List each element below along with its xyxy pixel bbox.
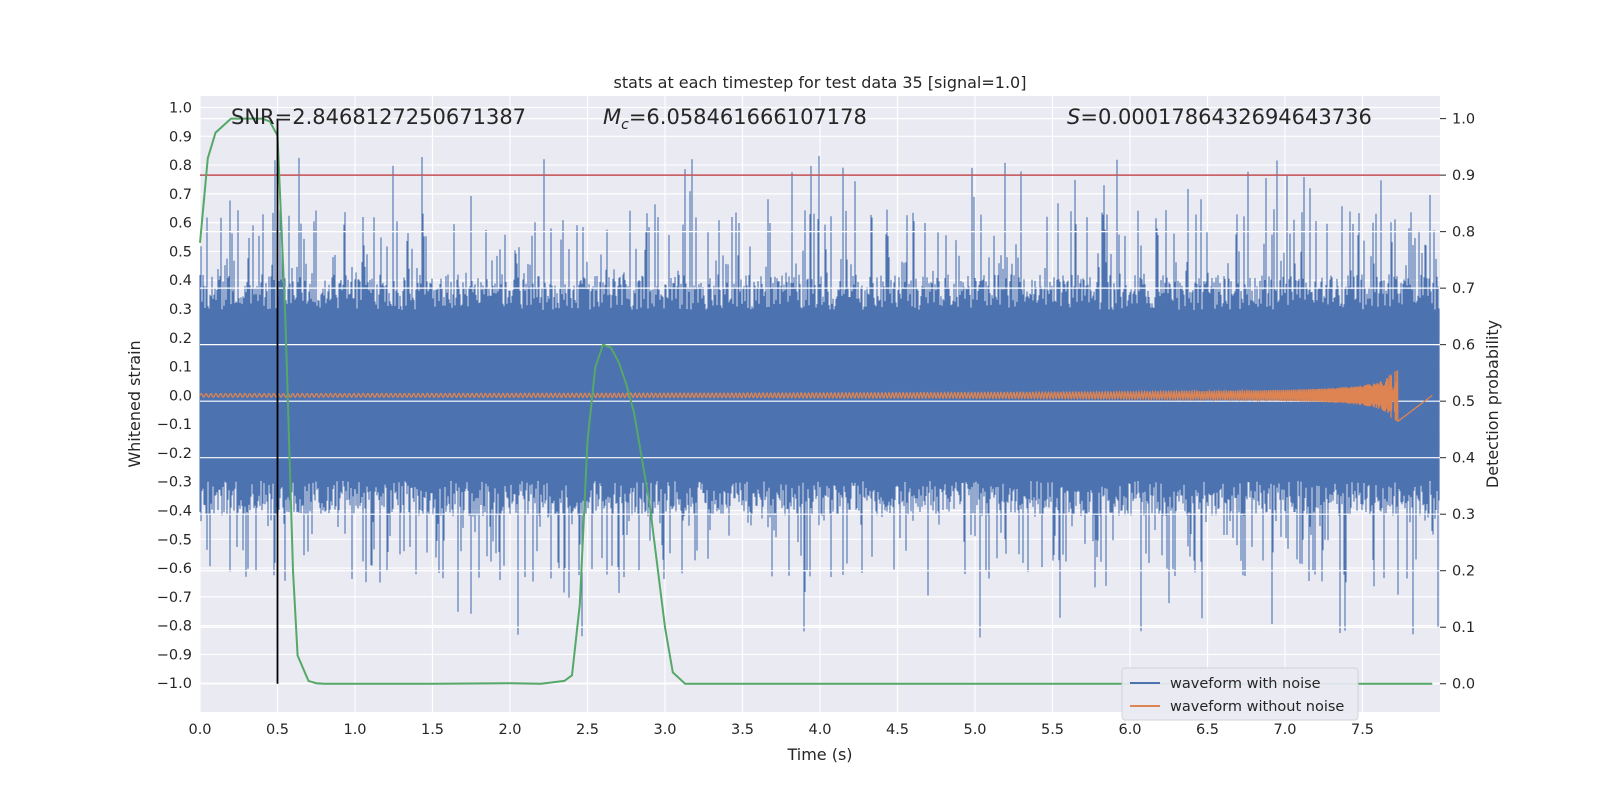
legend-label-clean: waveform without noise — [1170, 699, 1344, 715]
x-tick-label: 5.5 — [1041, 722, 1064, 738]
y2-tick-label: 0.6 — [1452, 338, 1475, 354]
y2-tick-label: 0.2 — [1452, 564, 1475, 580]
x-tick-label: 3.0 — [653, 722, 676, 738]
y-tick-label: 0.9 — [169, 129, 192, 145]
y2-tick-label: 0.0 — [1452, 677, 1475, 693]
y2-tick-label: 0.4 — [1452, 451, 1475, 467]
chirp-mass-subscript: c — [621, 117, 629, 133]
chirp-mass-annotation: Mc=6.058461666107178 — [603, 105, 867, 133]
y2-axis-label: Detection probability — [1483, 320, 1502, 488]
x-tick-label: 6.5 — [1196, 722, 1219, 738]
chirp-mass-value: =6.058461666107178 — [629, 105, 867, 129]
detection-probability-line — [199, 117, 1433, 685]
y-tick-label: 0.6 — [169, 216, 192, 232]
y-tick-label: −0.6 — [157, 561, 192, 577]
y2-tick-label: 0.9 — [1452, 168, 1475, 184]
legend: waveform with noise waveform without noi… — [1121, 667, 1359, 721]
y-tick-label: 0.1 — [169, 360, 192, 376]
y-tick-label: −0.4 — [157, 504, 192, 520]
snr-annotation: SNR=2.8468127250671387 — [231, 105, 526, 129]
y-tick-label: 0.8 — [169, 158, 192, 174]
x-tick-label: 3.5 — [731, 722, 754, 738]
clean-waveform-line — [199, 370, 1433, 422]
legend-box — [1121, 667, 1359, 721]
y-axis-label: Whitened strain — [125, 340, 144, 467]
x-tick-label: 4.0 — [808, 722, 831, 738]
x-tick-label: 5.0 — [963, 722, 986, 738]
clean-waveform-layer — [199, 370, 1433, 422]
y2-tick-label: 0.1 — [1452, 620, 1475, 636]
x-tick-label: 1.0 — [343, 722, 366, 738]
x-tick-label: 2.5 — [576, 722, 599, 738]
y-tick-label: −0.8 — [157, 619, 192, 635]
y-tick-label: −0.7 — [157, 590, 192, 606]
s-value: =0.0001786432694643736 — [1080, 105, 1372, 129]
y-tick-label: 0.7 — [169, 187, 192, 203]
legend-label-noise: waveform with noise — [1170, 676, 1321, 692]
x-tick-label: 0.0 — [188, 722, 211, 738]
y-tick-label: 0.4 — [169, 273, 192, 289]
x-tick-label: 1.5 — [421, 722, 444, 738]
y2-tick-label: 0.8 — [1452, 225, 1475, 241]
y2-tick-label: 0.7 — [1452, 281, 1475, 297]
y-tick-label: −0.3 — [157, 475, 192, 491]
x-tick-label: 7.0 — [1273, 722, 1296, 738]
y-tick-label: 0.0 — [169, 388, 192, 404]
x-tick-label: 2.0 — [498, 722, 521, 738]
y-tick-label: −0.2 — [157, 446, 192, 462]
ticks-layer: 0.0 0.5 1.0 1.5 2.0 2.5 3.0 3.5 4.0 4.5 5.0 5.5 6.0 6… — [157, 101, 1475, 738]
y-tick-label: 0.5 — [169, 244, 192, 260]
x-tick-label: 7.5 — [1351, 722, 1374, 738]
y-tick-label: 0.2 — [169, 331, 192, 347]
x-tick-label: 4.5 — [886, 722, 909, 738]
chirp-mass-symbol: M — [603, 105, 621, 129]
y-tick-label: −0.1 — [157, 417, 192, 433]
probability-layer — [199, 117, 1433, 685]
y-tick-label: −0.9 — [157, 647, 192, 663]
y-tick-label: 1.0 — [169, 101, 192, 117]
chart-title: stats at each timestep for test data 35 … — [614, 73, 1027, 92]
y2-tick-label: 1.0 — [1452, 112, 1475, 128]
s-symbol: S — [1067, 105, 1080, 129]
x-tick-label: 6.0 — [1118, 722, 1141, 738]
y-tick-label: −0.5 — [157, 532, 192, 548]
y-tick-label: −1.0 — [157, 676, 192, 692]
x-tick-label: 0.5 — [266, 722, 289, 738]
y-tick-label: 0.3 — [169, 302, 192, 318]
y2-tick-label: 0.3 — [1452, 507, 1475, 523]
x-axis-label: Time (s) — [786, 745, 852, 764]
y2-tick-label: 0.5 — [1452, 394, 1475, 410]
s-annotation: S=0.0001786432694643736 — [1067, 105, 1372, 129]
